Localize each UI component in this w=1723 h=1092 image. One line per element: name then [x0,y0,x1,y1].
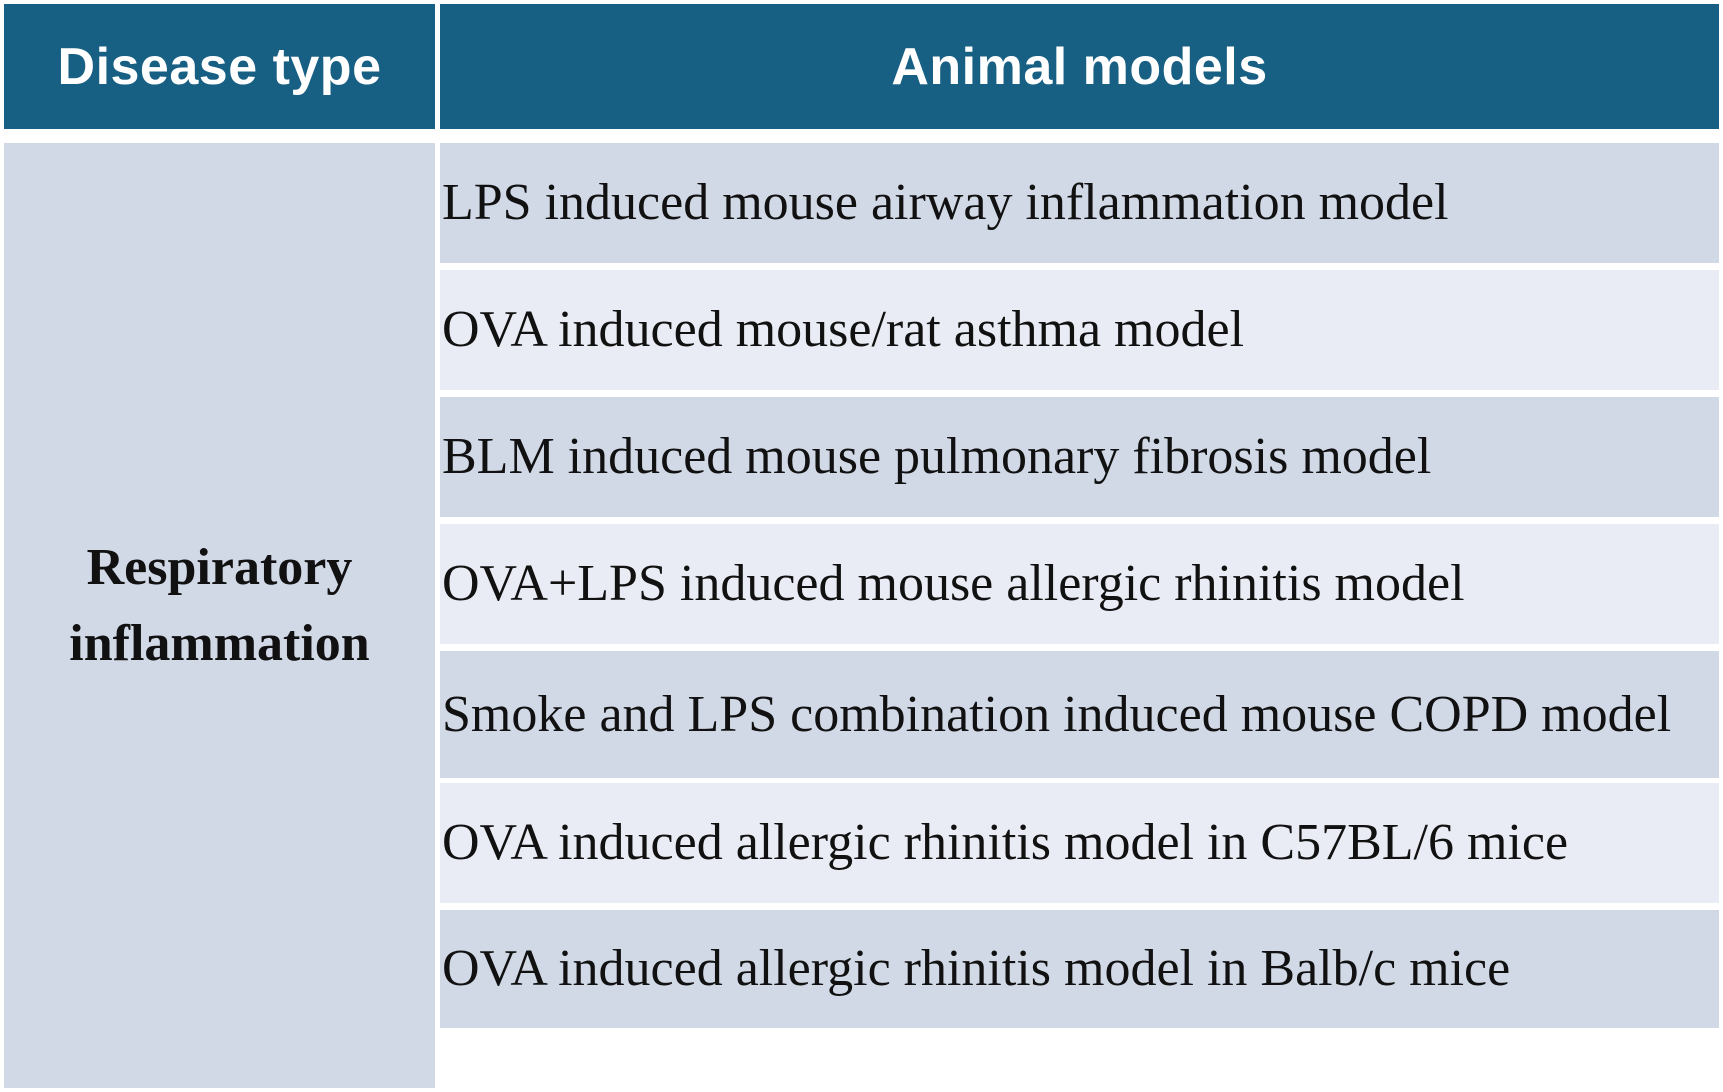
model-name: OVA induced allergic rhinitis model in B… [442,940,1511,997]
model-name: BLM induced mouse pulmonary fibrosis mod… [442,428,1432,485]
animal-models-table: Disease type Animal models Respiratory i… [4,4,1719,1088]
model-name: OVA+LPS induced mouse allergic rhinitis … [442,555,1465,612]
table-row: LPS induced mouse airway inflammation mo… [440,143,1719,263]
table-row: OVA induced allergic rhinitis model in B… [440,910,1719,1028]
header-separator [435,4,440,129]
model-name: OVA induced allergic rhinitis model in C… [442,814,1569,871]
table-row: OVA+LPS induced mouse allergic rhinitis … [440,524,1719,644]
table-row: OVA induced mouse/rat asthma model [440,270,1719,390]
table-row: BLM induced mouse pulmonary fibrosis mod… [440,397,1719,517]
animal-models-list: LPS induced mouse airway inflammation mo… [440,143,1719,1088]
table-row: OVA induced allergic rhinitis model in C… [440,783,1719,903]
table-row: Smoke and LPS combination induced mouse … [440,651,1719,778]
model-name: OVA induced mouse/rat asthma model [442,301,1245,358]
model-name: LPS induced mouse airway inflammation mo… [442,174,1449,231]
model-name: Smoke and LPS combination induced mouse … [442,685,1672,743]
disease-type-cell: Respiratory inflammation [4,143,435,1088]
header-animal-models: Animal models [891,37,1268,96]
header-disease-type: Disease type [57,37,382,96]
disease-type-label: Respiratory inflammation [69,538,370,672]
table-header: Disease type Animal models [4,4,1719,129]
